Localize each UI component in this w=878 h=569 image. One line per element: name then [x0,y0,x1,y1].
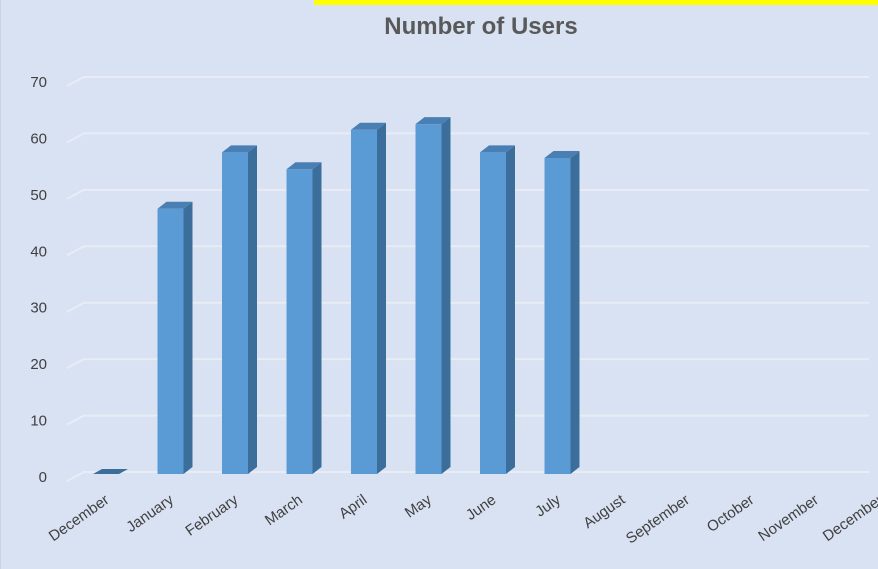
bar-top [222,145,257,153]
x-category-label: December [820,491,878,545]
gridline [66,76,869,87]
yellow-highlight-strip [314,0,878,5]
bar-top [351,122,386,130]
x-category-label: March [262,491,306,529]
bar-side [248,145,257,474]
bar-front [415,124,442,475]
bar-front [480,152,506,474]
gridline [66,414,869,426]
x-category-label: February [182,491,241,540]
x-category-label: November [755,491,821,545]
bar-side [377,122,386,475]
x-category-label: April [336,491,370,522]
bar-top [286,162,322,170]
y-tick-label: 40 [30,243,47,260]
x-category-label: May [402,491,435,521]
bar-front [222,152,248,474]
bars [93,117,580,475]
bar-top [480,145,515,153]
y-tick-label: 70 [30,74,47,91]
bar-front [157,208,184,475]
bar-top [93,469,128,474]
x-category-label: December [46,491,112,545]
bar [415,117,451,475]
bar [157,201,193,475]
bar [222,145,257,474]
gridline [66,471,869,482]
bar [351,122,386,475]
y-axis-ticks: 0 10 20 30 40 50 60 70 [30,74,47,486]
bar-side [312,162,322,475]
x-category-label: July [532,491,564,521]
bar-front [351,129,377,475]
bar-top [415,117,451,125]
bar [286,162,322,475]
bar-side [183,201,193,475]
bar-side [570,151,580,474]
y-tick-label: 30 [30,300,47,317]
bar [480,145,515,474]
x-axis-categories: December January February March April May June… [46,491,878,547]
y-tick-label: 20 [30,356,47,373]
gridline [66,301,869,313]
gridline [66,358,869,370]
y-tick-label: 0 [39,469,47,486]
gridline [66,245,869,257]
bar-front [544,158,571,474]
bar [93,469,128,474]
bar-front [286,169,313,475]
x-category-label: January [123,491,177,536]
bar [544,151,580,474]
chart-title: Number of Users [384,13,577,40]
y-tick-label: 10 [30,413,47,430]
x-category-label: June [463,491,499,524]
y-tick-label: 50 [30,187,47,204]
gridline [66,188,869,200]
gridlines [66,76,869,482]
x-category-label: October [704,491,757,536]
gridline [66,132,869,144]
y-tick-label: 60 [30,130,47,147]
bar-top [544,151,580,158]
bar-side [441,117,451,475]
bar-top [157,201,193,209]
x-category-label: August [580,491,629,532]
bar-side [506,145,515,474]
x-category-label: September [623,491,693,547]
